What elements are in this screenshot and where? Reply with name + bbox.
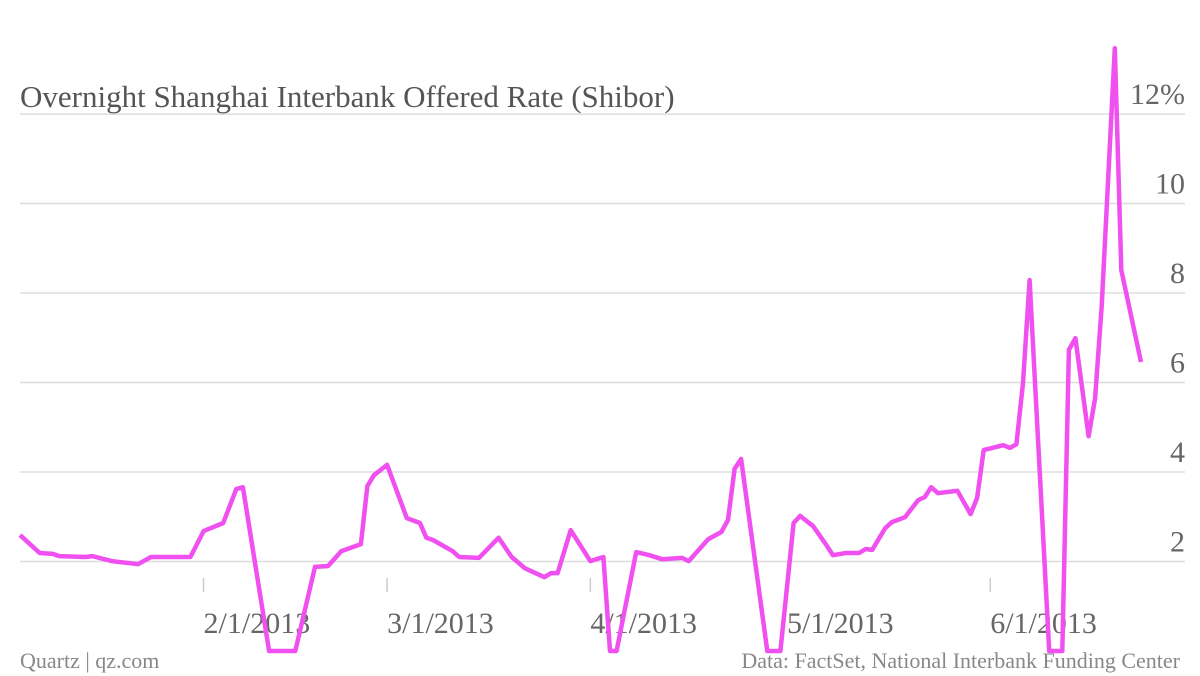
y-tick-label: 8 (1170, 257, 1185, 290)
credit: Quartz | qz.com (20, 648, 159, 673)
y-tick-label: 12% (1130, 78, 1185, 111)
source: Data: FactSet, National Interbank Fundin… (741, 648, 1180, 673)
y-tick-label: 2 (1170, 526, 1185, 559)
y-tick-label: 4 (1170, 436, 1185, 469)
x-tick-label: 3/1/2013 (387, 607, 494, 640)
x-tick-label: 6/1/2013 (990, 607, 1097, 640)
y-tick-label: 6 (1170, 347, 1185, 380)
chart-title: Overnight Shanghai Interbank Offered Rat… (20, 79, 675, 114)
x-tick-label: 2/1/2013 (204, 607, 311, 640)
line (18, 46, 1144, 654)
y-tick-label: 10 (1155, 168, 1185, 201)
x-tick-label: 5/1/2013 (787, 607, 894, 640)
